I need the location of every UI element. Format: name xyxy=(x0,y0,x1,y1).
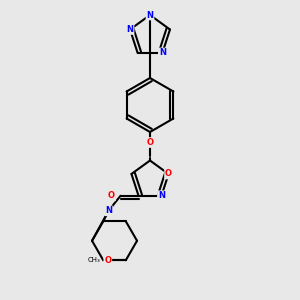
Text: O: O xyxy=(104,256,111,265)
Text: N: N xyxy=(158,191,165,200)
Text: O: O xyxy=(165,169,172,178)
Text: N: N xyxy=(127,25,134,34)
Text: N: N xyxy=(146,11,154,20)
Text: N: N xyxy=(159,49,166,58)
Text: O: O xyxy=(146,138,154,147)
Text: N: N xyxy=(105,206,112,215)
Text: CH₃: CH₃ xyxy=(88,257,101,263)
Text: O: O xyxy=(108,191,115,200)
